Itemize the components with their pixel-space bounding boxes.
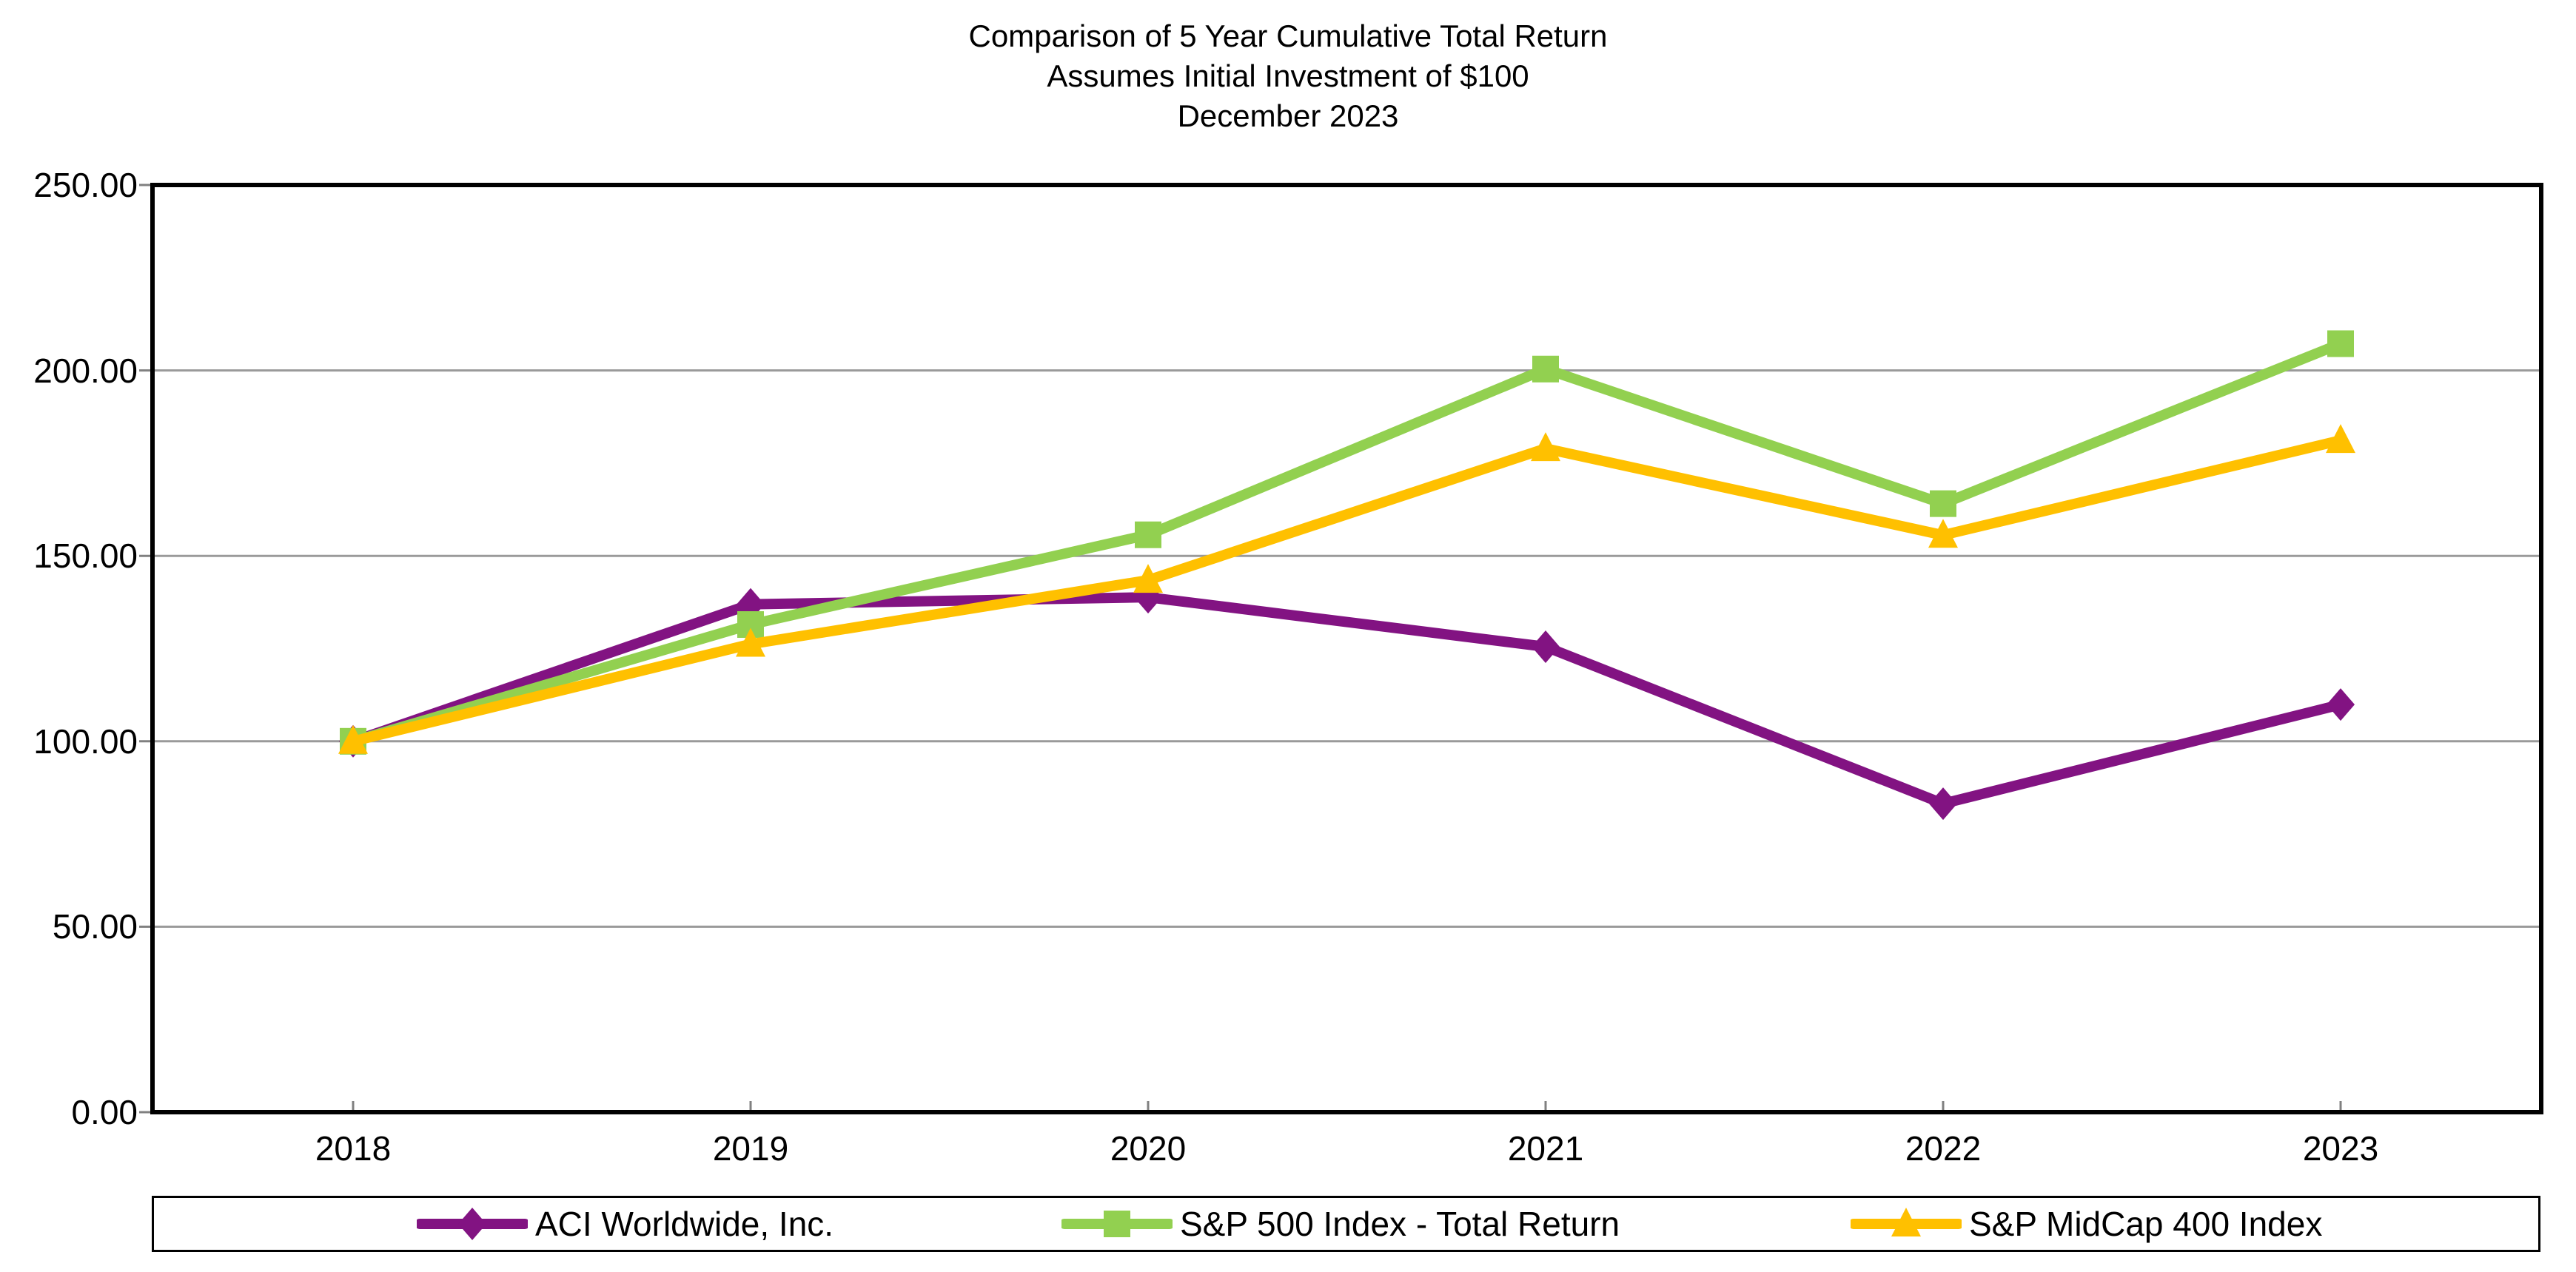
data-point-square xyxy=(2327,330,2354,357)
chart-title-line2: Assumes Initial Investment of $100 xyxy=(1047,58,1529,93)
series-line-1 xyxy=(348,338,2346,747)
legend-item-sp500: S&P 500 Index - Total Return xyxy=(1061,1198,1620,1250)
legend-label: ACI Worldwide, Inc. xyxy=(535,1205,834,1243)
data-point-triangle xyxy=(1928,519,1958,548)
data-point-diamond xyxy=(1532,630,1560,663)
series-line-2 xyxy=(348,435,2346,747)
y-tick-label: 200.00 xyxy=(33,351,138,390)
data-point-triangle xyxy=(736,627,765,657)
chart-title-line1: Comparison of 5 Year Cumulative Total Re… xyxy=(968,18,1608,53)
data-point-diamond xyxy=(1929,787,1957,821)
data-point-diamond xyxy=(2327,688,2355,721)
data-point-triangle xyxy=(1133,564,1163,593)
legend-item-aci-worldwide: ACI Worldwide, Inc. xyxy=(417,1198,833,1250)
legend-label: S&P 500 Index - Total Return xyxy=(1180,1205,1620,1243)
data-point-square xyxy=(1135,521,1161,548)
y-tick-label: 250.00 xyxy=(33,166,138,204)
data-point-triangle xyxy=(2326,424,2355,454)
y-tick-label: 100.00 xyxy=(33,721,138,761)
chart-title-line3: December 2023 xyxy=(1177,98,1399,133)
data-point-triangle xyxy=(1531,432,1560,462)
y-tick-label: 0.00 xyxy=(71,1093,138,1131)
data-point-square xyxy=(1930,490,1956,517)
x-tick-label: 2019 xyxy=(712,1129,789,1168)
y-tick-label: 50.00 xyxy=(52,907,138,946)
x-tick-label: 2020 xyxy=(1110,1129,1187,1168)
x-tick-label: 2018 xyxy=(315,1129,392,1168)
y-tick-label: 150.00 xyxy=(33,536,138,576)
legend-item-sp-midcap400: S&P MidCap 400 Index xyxy=(1851,1198,2322,1250)
legend-label: S&P MidCap 400 Index xyxy=(1969,1205,2323,1243)
legend-marker-triangle-icon xyxy=(1851,1208,1962,1236)
data-point-square xyxy=(1532,355,1559,383)
legend-marker-square-icon xyxy=(1061,1211,1173,1237)
plot-border xyxy=(150,183,2543,1114)
x-tick-label: 2022 xyxy=(1905,1129,1982,1168)
chart-title: Comparison of 5 Year Cumulative Total Re… xyxy=(0,16,2576,136)
legend: ACI Worldwide, Inc. S&P 500 Index - Tota… xyxy=(152,1196,2540,1252)
legend-marker-diamond-icon xyxy=(417,1208,528,1240)
x-tick-label: 2021 xyxy=(1507,1129,1584,1168)
data-point-triangle xyxy=(338,724,368,754)
x-tick-label: 2023 xyxy=(2302,1129,2379,1168)
series-line-0 xyxy=(348,592,2346,810)
